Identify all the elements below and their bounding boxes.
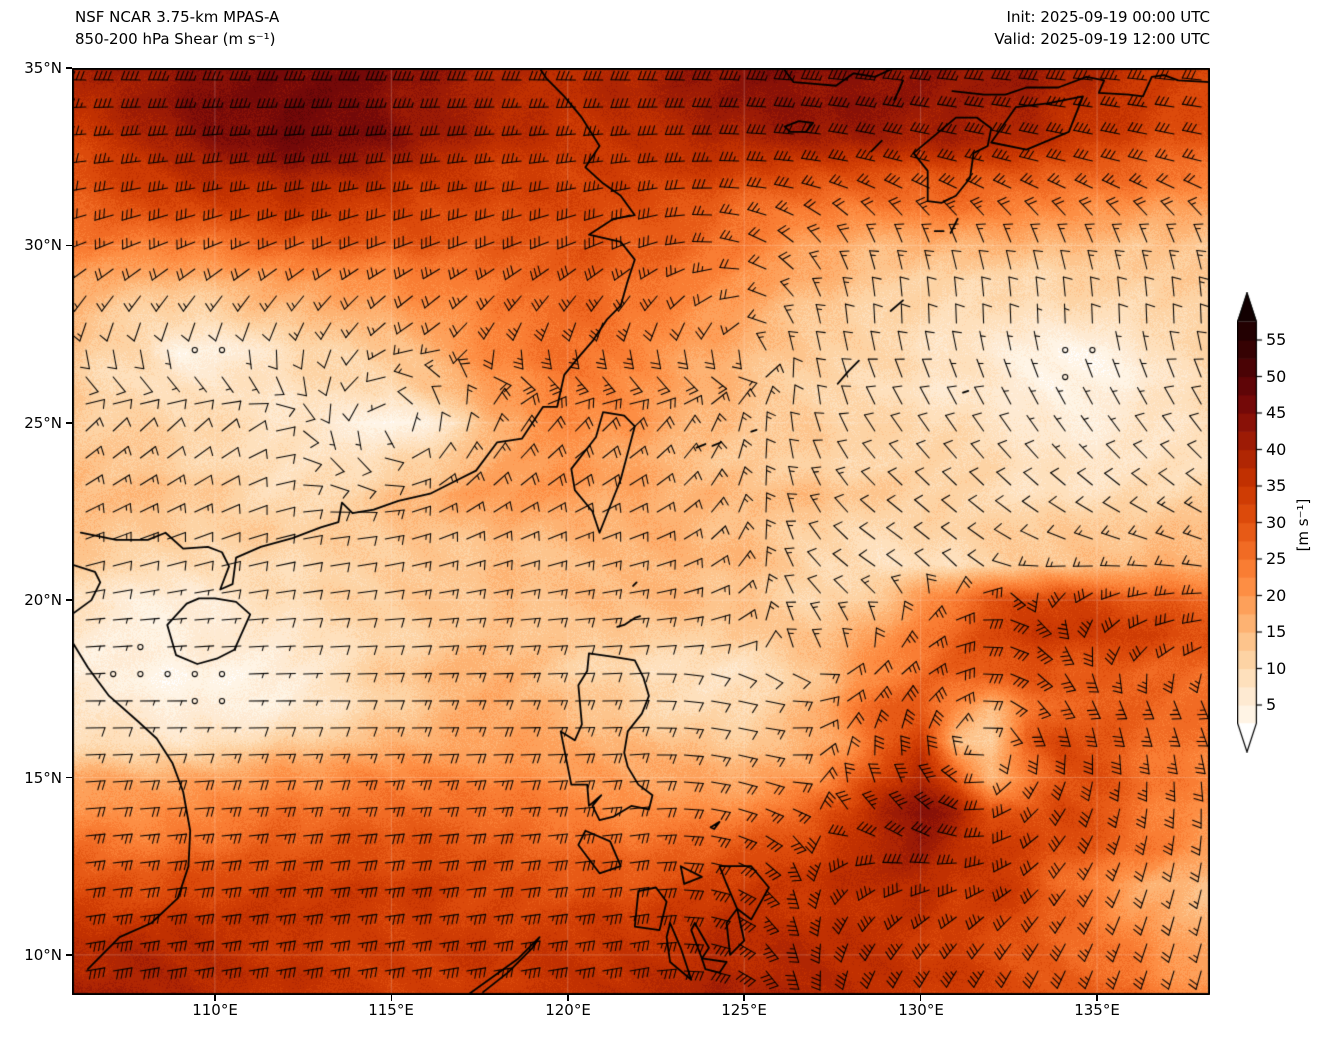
x-axis-tick [1096,995,1098,1001]
colorbar-unit-label: [m s⁻¹] [1294,498,1312,552]
x-axis-tick [743,995,745,1001]
colorbar-tick-label: 55 [1266,330,1287,349]
init-time-label: Init: 2025-09-19 00:00 UTC [1006,8,1210,26]
colorbar-canvas [1237,292,1263,753]
colorbar-tick-label: 45 [1266,403,1287,422]
y-tick-label: 20°N [24,591,62,609]
y-tick-label: 10°N [24,946,62,964]
valid-time-label: Valid: 2025-09-19 12:00 UTC [994,30,1210,48]
y-axis-tick [66,954,72,956]
colorbar-tick-label: 20 [1266,586,1287,605]
plot-title-model: NSF NCAR 3.75-km MPAS-A [75,8,280,26]
x-axis-tick [214,995,216,1001]
colorbar-tick-label: 35 [1266,476,1287,495]
x-axis-tick [567,995,569,1001]
colorbar-tick-label: 15 [1266,622,1287,641]
x-tick-label: 110°E [192,1001,238,1019]
x-tick-label: 115°E [368,1001,414,1019]
y-axis-tick [66,244,72,247]
x-tick-label: 135°E [1074,1001,1120,1019]
y-tick-label: 25°N [24,414,62,432]
x-tick-label: 130°E [898,1001,944,1019]
colorbar-tick-label: 25 [1266,549,1287,568]
x-axis-tick [390,995,393,1001]
colorbar-tick-label: 10 [1266,659,1287,678]
shear-map-canvas [72,68,1210,995]
y-tick-label: 30°N [24,236,62,254]
x-tick-label: 120°E [545,1001,591,1019]
colorbar-tick-label: 5 [1266,695,1277,714]
y-axis-tick [66,422,72,424]
colorbar-tick-label: 50 [1266,367,1287,386]
colorbar-tick-label: 40 [1266,440,1287,459]
plot-title-field: 850-200 hPa Shear (m s⁻¹) [75,30,276,48]
colorbar-tick-label: 30 [1266,513,1287,532]
x-axis-tick [919,995,922,1001]
y-tick-label: 15°N [24,769,62,787]
y-axis-tick [66,776,72,779]
y-tick-label: 35°N [24,59,62,77]
y-axis-tick [66,599,72,601]
y-axis-tick [66,67,72,69]
x-tick-label: 125°E [721,1001,767,1019]
